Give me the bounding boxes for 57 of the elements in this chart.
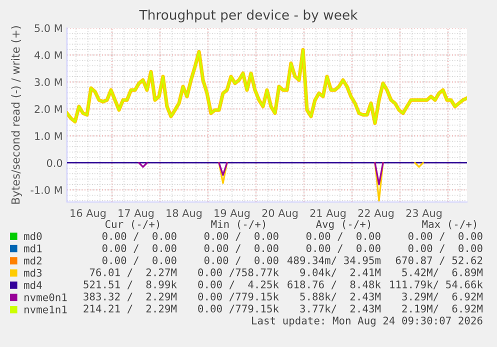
y-tick-label: 3.0 M xyxy=(34,78,62,86)
legend-label: nvme1n1 xyxy=(24,306,67,314)
x-tick-label: 21 Aug xyxy=(310,209,346,220)
legend-label: md0 xyxy=(24,232,42,240)
text: 0.00 / 0.00 xyxy=(102,244,176,253)
text: 0.00 / 0.00 xyxy=(306,232,380,241)
x-tick-label: 17 Aug xyxy=(118,209,154,220)
text: 0.00 / 0.00 xyxy=(306,244,380,253)
text: 618.76 / 8.48k xyxy=(288,280,381,290)
text: 0.00 /758.77k xyxy=(198,268,279,278)
y-axis-title: Bytes/second read (-) / write (+) xyxy=(11,26,22,204)
x-tick-label: 22 Aug xyxy=(358,209,394,220)
text: 5.88k/ 2.43M xyxy=(300,292,381,302)
x-tick-label: 19 Aug xyxy=(214,209,250,220)
text: 5.42M/ 6.89M xyxy=(402,268,483,278)
text: 0.00 / 0.00 xyxy=(408,232,482,241)
x-tick-label: 20 Aug xyxy=(262,209,298,220)
chart-title: Throughput per device - by week xyxy=(139,10,358,22)
text: Cur (-/+) xyxy=(105,220,160,230)
text: 0.00 / 0.00 xyxy=(102,232,176,241)
text: Avg (-/+) xyxy=(316,220,370,230)
x-tick-label: 23 Aug xyxy=(406,209,442,220)
text: 2.19M/ 6.92M xyxy=(402,304,483,314)
y-tick-label: 0.0 xyxy=(46,159,62,167)
legend-label: md4 xyxy=(24,280,42,289)
y-tick-label: 5.0 M xyxy=(34,24,62,32)
text: 0.00 / 0.00 xyxy=(408,244,482,253)
text: 489.34m/ 34.95m xyxy=(287,256,381,266)
y-tick-label: 2.0 M xyxy=(34,105,62,114)
text: 670.87 / 52.62 xyxy=(396,256,482,266)
text: 76.01 / 2.27M xyxy=(90,268,177,278)
text: Min (-/+) xyxy=(211,220,266,230)
text: 0.00 / 0.00 xyxy=(102,256,176,266)
text: 0.00 /779.15k xyxy=(198,292,279,302)
text: 0.00 / 0.00 xyxy=(204,256,278,266)
text: 0.00 /779.15k xyxy=(198,304,279,314)
text: 383.32 / 2.29M xyxy=(84,292,177,302)
y-tick-label: -1.0 M xyxy=(30,186,62,194)
text: 214.21 / 2.29M xyxy=(84,304,177,314)
text: 9.04k/ 2.41M xyxy=(300,268,381,278)
legend-label: md2 xyxy=(24,256,42,265)
text: 3.29M/ 6.92M xyxy=(402,292,483,302)
x-tick-label: 16 Aug xyxy=(70,209,106,220)
text: Max (-/+) xyxy=(422,220,476,230)
text: 111.79k/ 54.66k xyxy=(390,280,483,290)
text: 0.00 / 4.25k xyxy=(198,280,279,290)
legend-label: nvme0n1 xyxy=(24,293,67,302)
legend-label: md1 xyxy=(24,244,42,252)
y-tick-label: 4.0 M xyxy=(34,51,62,60)
text: Last update: Mon Aug 24 09:30:07 2026 xyxy=(252,316,482,327)
text: 3.77k/ 2.43M xyxy=(300,304,381,314)
legend-label: md3 xyxy=(24,268,42,277)
text: 521.51 / 8.99k xyxy=(84,280,177,290)
x-tick-label: 18 Aug xyxy=(166,209,202,220)
y-tick-label: 1.0 M xyxy=(35,132,62,140)
text: 0.00 / 0.00 xyxy=(204,232,278,241)
text: 0.00 / 0.00 xyxy=(204,244,278,253)
